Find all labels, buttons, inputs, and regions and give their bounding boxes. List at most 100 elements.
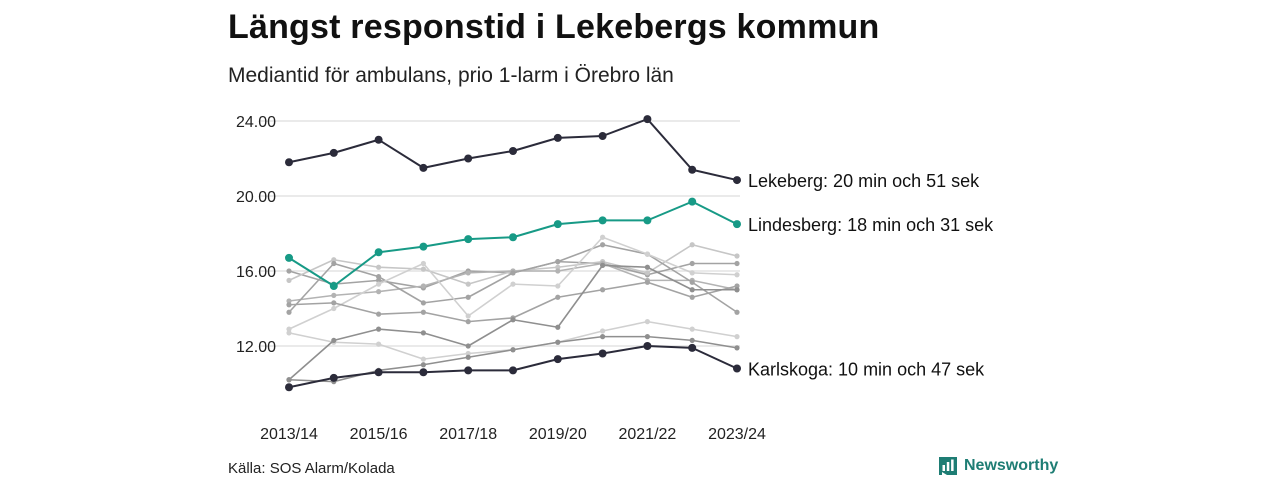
data-point — [376, 341, 382, 347]
x-tick-label: 2021/22 — [618, 426, 676, 443]
y-tick-label: 12.00 — [236, 339, 276, 356]
data-point — [331, 257, 337, 263]
highlighted-series — [285, 115, 741, 185]
data-point — [644, 264, 651, 270]
data-point — [465, 350, 471, 357]
data-point — [643, 216, 652, 225]
x-tick-label: 2015/16 — [350, 426, 408, 443]
data-point — [689, 260, 695, 267]
data-point — [419, 368, 428, 377]
data-point — [420, 309, 426, 315]
data-point — [329, 373, 338, 382]
data-point — [555, 324, 561, 330]
data-point — [689, 287, 695, 293]
highlighted-series-group — [285, 115, 741, 392]
highlighted-series — [285, 197, 741, 290]
data-point — [734, 334, 740, 340]
source-note: Källa: SOS Alarm/Kolada — [228, 460, 395, 477]
data-point — [555, 294, 561, 300]
data-point — [329, 282, 338, 290]
data-point — [464, 366, 473, 375]
data-point — [420, 356, 426, 362]
data-point — [598, 132, 607, 140]
data-point — [374, 135, 383, 144]
x-tick-label: 2023/24 — [708, 426, 766, 443]
background-series — [286, 234, 740, 332]
data-point — [555, 283, 561, 289]
data-point — [600, 262, 606, 268]
data-point — [553, 133, 562, 142]
data-point — [734, 345, 740, 351]
data-point — [286, 330, 292, 336]
data-point — [689, 337, 695, 343]
data-point — [464, 235, 473, 244]
brand-logo[interactable]: Newsworthy — [938, 456, 1058, 476]
data-point — [734, 260, 740, 267]
data-point — [510, 317, 516, 323]
data-point — [329, 148, 338, 157]
data-point — [420, 362, 426, 368]
data-point — [689, 279, 695, 285]
data-point — [286, 377, 292, 383]
data-point — [510, 270, 516, 276]
data-point — [285, 158, 293, 167]
data-point — [688, 197, 697, 206]
data-point — [465, 294, 471, 300]
data-point — [734, 309, 740, 315]
background-series — [286, 334, 740, 385]
data-point — [598, 216, 607, 225]
data-point — [285, 253, 293, 262]
data-point — [688, 165, 697, 174]
newsworthy-logo-icon — [939, 457, 957, 475]
data-point — [419, 242, 428, 251]
data-point — [285, 383, 293, 392]
data-point — [286, 302, 292, 308]
data-point — [376, 277, 382, 283]
data-point — [600, 242, 606, 248]
data-point — [600, 234, 606, 240]
data-point — [374, 368, 383, 377]
data-point — [376, 311, 382, 317]
series-end-label: Lekeberg: 20 min och 51 sek — [748, 171, 980, 191]
series-line — [288, 320, 738, 360]
data-point — [555, 339, 561, 345]
data-point — [376, 274, 382, 280]
data-point — [286, 326, 292, 332]
data-point — [374, 248, 383, 257]
data-point — [643, 342, 652, 350]
data-point — [600, 287, 606, 293]
data-point — [509, 366, 517, 375]
data-point — [376, 326, 382, 332]
data-point — [689, 294, 695, 300]
data-point — [331, 300, 337, 306]
x-axis-ticks: 2013/14 2015/16 2017/18 2019/20 2021/22 2023/… — [260, 426, 766, 443]
series-end-label: Karlskoga: 10 min och 47 sek — [748, 360, 985, 380]
data-point — [331, 337, 337, 343]
highlighted-series — [285, 342, 741, 392]
data-point — [644, 279, 651, 285]
data-point — [286, 298, 292, 304]
background-series — [286, 242, 740, 315]
data-point — [464, 154, 473, 163]
data-point — [733, 364, 741, 373]
background-series — [286, 319, 740, 362]
data-point — [600, 334, 606, 340]
data-point — [643, 115, 652, 124]
data-point — [553, 355, 562, 364]
data-point — [688, 343, 697, 352]
data-point — [644, 270, 651, 276]
data-point — [376, 281, 382, 287]
data-point — [286, 277, 292, 283]
data-point — [420, 266, 426, 272]
data-point — [331, 305, 337, 312]
data-point — [420, 300, 426, 306]
data-point — [734, 272, 740, 278]
data-point — [733, 220, 741, 229]
data-point — [376, 289, 382, 295]
data-point — [419, 163, 428, 172]
data-point — [420, 283, 426, 289]
data-point — [420, 330, 426, 336]
x-tick-label: 2019/20 — [529, 426, 587, 443]
data-point — [420, 260, 426, 267]
